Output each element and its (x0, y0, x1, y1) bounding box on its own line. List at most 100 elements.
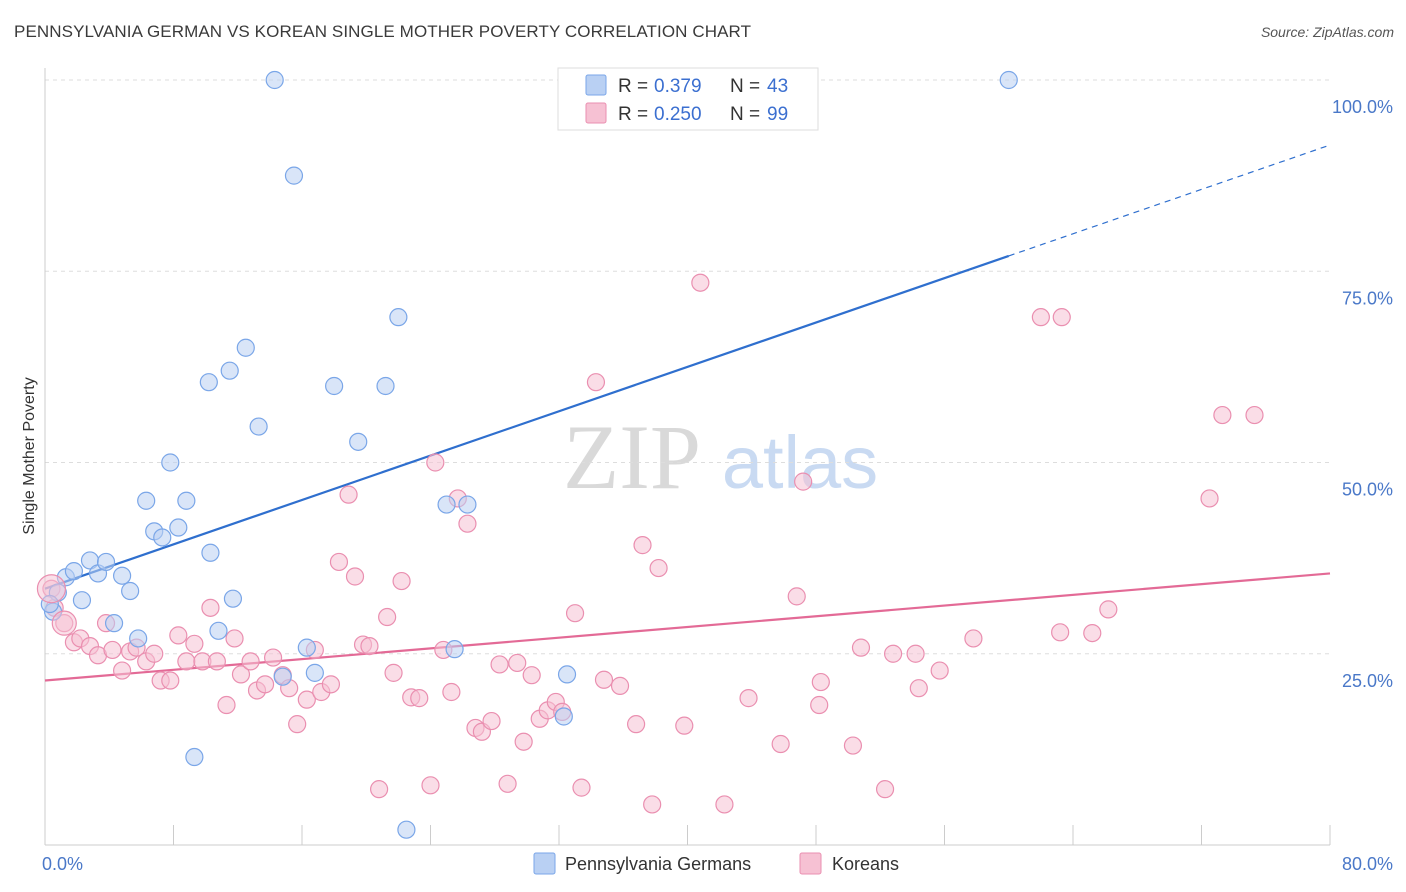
point-pennsylvania-germans-15 (161, 453, 180, 472)
point-koreans-65 (565, 604, 585, 623)
point-koreans-38 (345, 567, 365, 586)
point-koreans-96 (1200, 489, 1219, 508)
point-koreans-21 (207, 652, 226, 671)
bottom-legend-label-pennsylvania-germans: Pennsylvania Germans (565, 854, 751, 874)
point-koreans-25 (241, 652, 260, 671)
point-pennsylvania-germans-28 (273, 667, 292, 686)
point-pennsylvania-germans-41 (999, 70, 1018, 90)
point-pennsylvania-germans-37 (445, 640, 464, 659)
point-pennsylvania-germans-18 (185, 747, 204, 767)
y-tick-label-25: 25.0% (1342, 671, 1393, 691)
trend-line-1 (44, 572, 1331, 682)
bottom-legend-swatch-koreans (799, 852, 822, 875)
data-points (36, 70, 1264, 839)
bottom-legend-swatch-pennsylvania-germans (533, 852, 556, 875)
point-koreans-87 (906, 644, 925, 663)
point-koreans-9 (112, 661, 132, 680)
point-pennsylvania-germans-11 (129, 629, 148, 648)
trend-line-0 (44, 254, 1010, 590)
point-koreans-80 (794, 472, 813, 491)
point-pennsylvania-germans-36 (437, 495, 456, 514)
point-koreans-85 (875, 780, 895, 799)
point-koreans-71 (633, 536, 652, 555)
point-koreans-28 (263, 648, 283, 667)
point-koreans-57 (498, 774, 517, 793)
point-koreans-83 (843, 736, 863, 755)
legend-r-label-0: R = (618, 76, 648, 97)
point-koreans-89 (930, 661, 949, 680)
point-koreans-73 (649, 558, 668, 578)
point-pennsylvania-germans-24 (236, 338, 255, 357)
bottom-legend: Pennsylvania Germans Koreans (533, 852, 899, 875)
point-koreans-82 (811, 672, 830, 692)
point-koreans-76 (715, 795, 734, 814)
point-pennsylvania-germans-10 (121, 581, 140, 601)
point-koreans-31 (288, 715, 307, 734)
point-koreans-35 (321, 675, 341, 694)
legend-r-value-1: 0.250 (654, 104, 702, 125)
point-pennsylvania-germans-19 (199, 373, 218, 392)
point-koreans-50 (442, 682, 461, 702)
point-pennsylvania-germans-30 (305, 663, 324, 682)
top-legend: R = 0.379 N = 43 R = 0.250 N = 99 (557, 67, 819, 131)
tick-labels: 25.0% 50.0% 75.0% 100.0% 0.0% 80.0% (42, 97, 1393, 874)
legend-n-value-0: 43 (767, 76, 788, 97)
point-koreans-78 (771, 734, 790, 754)
point-pennsylvania-germans-31 (325, 376, 344, 396)
legend-n-label-0: N = (730, 76, 760, 97)
point-koreans-23 (225, 629, 244, 648)
point-koreans-52 (458, 514, 477, 533)
point-koreans-27 (255, 675, 275, 694)
trend-line-extension-0 (1008, 144, 1331, 257)
point-koreans-92 (1052, 308, 1071, 327)
point-koreans-55 (482, 711, 501, 731)
point-koreans-70 (626, 715, 646, 734)
point-koreans-17 (177, 652, 196, 671)
point-koreans-60 (522, 666, 541, 685)
point-koreans-18 (185, 634, 204, 653)
point-koreans-91 (1031, 308, 1050, 327)
point-pennsylvania-germans-4 (72, 591, 92, 610)
point-koreans-90 (964, 629, 983, 648)
point-koreans-16 (169, 626, 188, 645)
chart-title: PENNSYLVANIA GERMAN VS KOREAN SINGLE MOT… (14, 22, 752, 41)
y-tick-label-50: 50.0% (1342, 480, 1393, 500)
x-tick-label-1: 80.0% (1342, 854, 1393, 874)
point-koreans-15 (161, 671, 180, 690)
point-koreans-75 (691, 273, 710, 292)
point-koreans-77 (739, 689, 758, 708)
point-pennsylvania-germans-12 (137, 491, 156, 510)
legend-swatch-pennsylvania-germans (585, 74, 607, 96)
point-koreans-88 (909, 679, 928, 698)
point-koreans-59 (514, 732, 533, 751)
watermark-zip: ZIP (563, 406, 701, 508)
point-pennsylvania-germans-23 (223, 589, 243, 608)
point-pennsylvania-germans-29 (297, 638, 316, 657)
point-pennsylvania-germans-33 (376, 376, 395, 396)
point-pennsylvania-germans-35 (397, 820, 416, 839)
point-pennsylvania-germans-22 (220, 361, 239, 380)
point-koreans-67 (586, 373, 606, 392)
point-pennsylvania-germans-25 (249, 417, 268, 436)
bottom-legend-label-koreans: Koreans (832, 854, 899, 874)
point-koreans-24 (231, 665, 251, 684)
point-koreans-86 (883, 644, 903, 663)
point-koreans-93 (1051, 623, 1070, 642)
legend-n-value-1: 99 (767, 104, 788, 125)
x-tick-label-0: 0.0% (42, 854, 83, 874)
point-pennsylvania-germans-20 (201, 543, 220, 562)
point-koreans-79 (787, 587, 806, 606)
point-pennsylvania-germans-14 (153, 528, 172, 547)
point-koreans-41 (370, 780, 389, 799)
point-koreans-40 (360, 636, 379, 656)
point-koreans-37 (339, 485, 358, 504)
y-tick-label-75: 75.0% (1342, 288, 1393, 308)
point-pennsylvania-germans-40 (554, 707, 573, 726)
point-koreans-66 (572, 778, 591, 797)
axes (44, 68, 1331, 846)
point-pennsylvania-germans-26 (265, 70, 284, 90)
point-koreans-72 (643, 795, 662, 814)
point-koreans-95 (1099, 600, 1118, 619)
legend-swatch-koreans (585, 102, 607, 124)
point-koreans-22 (217, 695, 236, 715)
